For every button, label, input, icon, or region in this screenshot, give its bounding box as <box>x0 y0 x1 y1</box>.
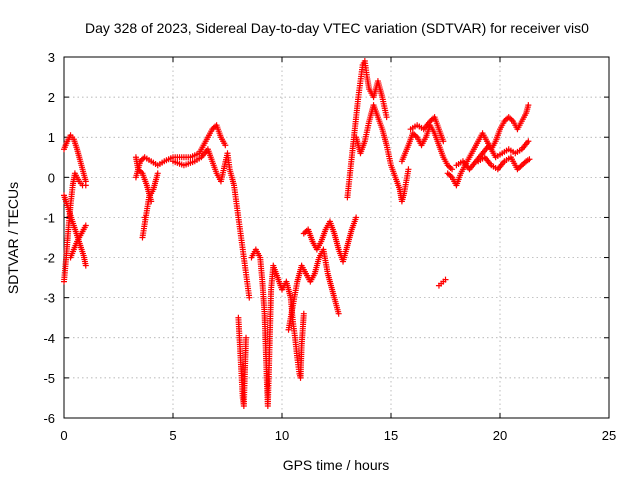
data-point-marker <box>82 178 89 185</box>
data-point-marker <box>222 142 229 149</box>
data-point-marker <box>353 214 360 221</box>
data-series <box>61 58 533 409</box>
data-point-marker <box>335 310 342 317</box>
chart-title: Day 328 of 2023, Sidereal Day-to-day VTE… <box>85 20 589 36</box>
y-tick-label: -5 <box>43 371 55 386</box>
data-point-marker <box>82 262 89 269</box>
data-point-marker <box>525 138 532 145</box>
data-point-marker <box>246 294 253 301</box>
data-point-marker <box>154 170 161 177</box>
y-tick-label: -3 <box>43 291 55 306</box>
data-point-marker <box>300 310 307 317</box>
x-tick-label: 10 <box>275 428 289 443</box>
x-axis: 0 5 10 15 20 25 <box>60 57 616 443</box>
y-tick-label: 1 <box>48 130 55 145</box>
x-tick-label: 20 <box>493 428 507 443</box>
y-tick-label: -4 <box>43 331 55 346</box>
y-tick-label: -6 <box>43 411 55 426</box>
x-tick-label: 25 <box>602 428 616 443</box>
data-point-marker <box>383 114 390 121</box>
plot-frame <box>63 56 610 419</box>
y-tick-label: -2 <box>43 251 55 266</box>
y-tick-label: -1 <box>43 210 55 225</box>
data-point-marker <box>525 102 532 109</box>
y-tick-label: 0 <box>48 170 55 185</box>
x-tick-label: 15 <box>384 428 398 443</box>
data-point-marker <box>405 166 412 173</box>
y-tick-label: 2 <box>48 90 55 105</box>
data-point-marker <box>440 138 447 145</box>
data-point-marker <box>82 222 89 229</box>
y-axis: -6 -5 -4 -3 -2 -1 0 1 2 3 <box>43 50 609 426</box>
y-tick-label: 3 <box>48 50 55 65</box>
data-point-marker <box>243 334 250 341</box>
data-point-marker <box>442 276 449 283</box>
x-axis-label: GPS time / hours <box>283 457 390 473</box>
data-point-marker <box>449 166 456 173</box>
y-axis-label: SDTVAR / TECUs <box>5 182 21 294</box>
x-tick-label: 0 <box>60 428 67 443</box>
data-point-marker <box>526 156 533 163</box>
x-tick-label: 5 <box>169 428 176 443</box>
